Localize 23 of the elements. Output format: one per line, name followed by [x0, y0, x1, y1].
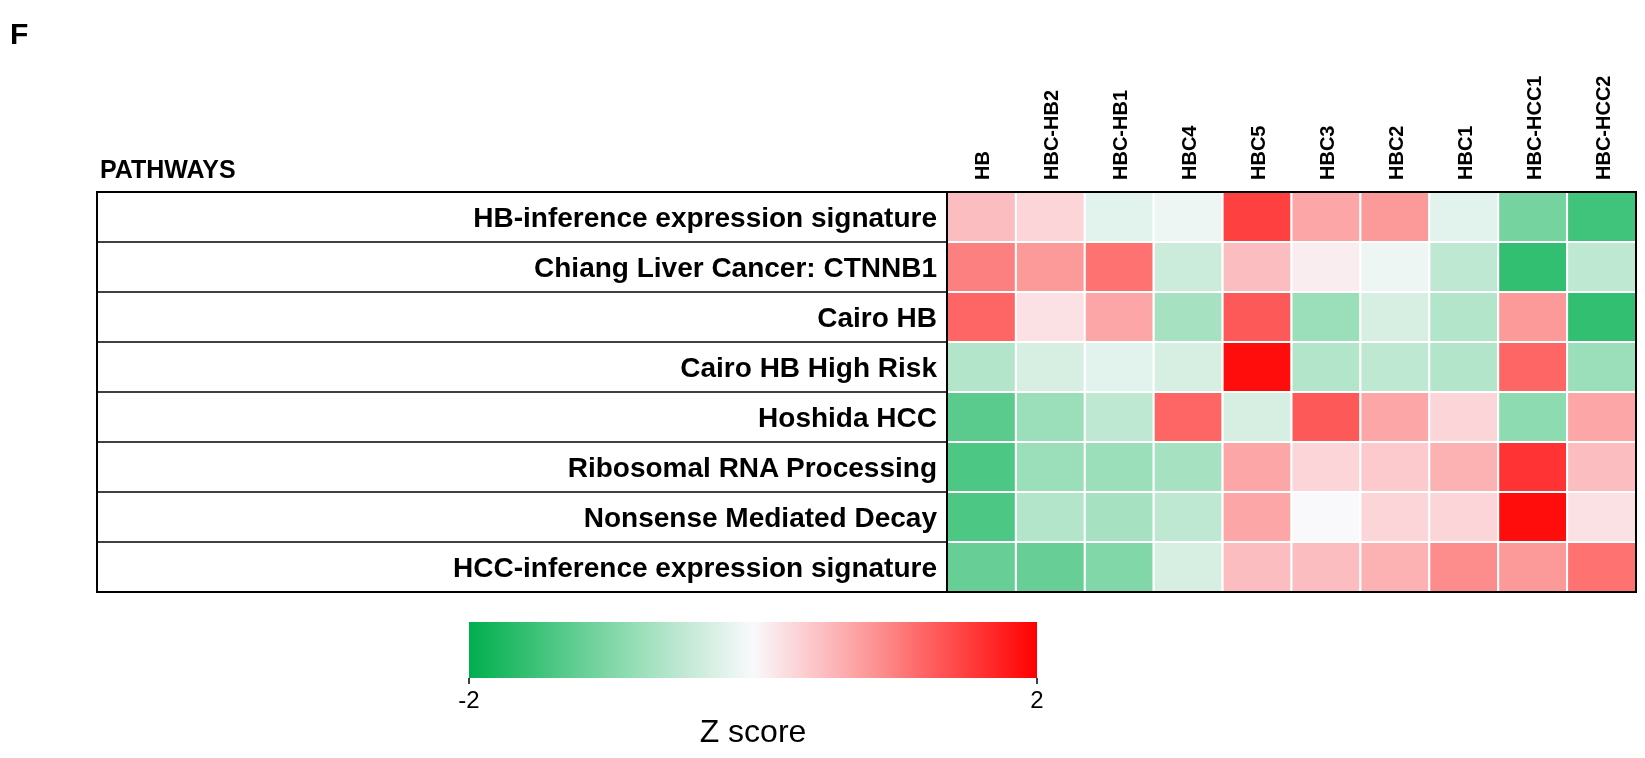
color-bar-label: 2	[1030, 686, 1044, 713]
y-tick-label: Ribosomal RNA Processing	[567, 452, 937, 483]
x-tick-label: HB	[971, 151, 994, 180]
y-tick-label: Cairo HB High Risk	[680, 352, 938, 383]
y-tick-label: HCC-inference expression signature	[453, 552, 937, 583]
color-bar-title: Z score	[699, 713, 807, 749]
x-tick-label: HBC5	[1247, 125, 1270, 180]
x-tick-label: HBC2	[1384, 125, 1407, 180]
color-bar-label: -2	[458, 686, 480, 713]
x-tick-label: HBC1	[1453, 125, 1476, 180]
x-tick-label: HBC-HCC1	[1522, 75, 1545, 180]
y-tick-label: Chiang Liver Cancer: CTNNB1	[534, 252, 937, 283]
y-tick-label: Cairo HB	[817, 302, 937, 333]
x-tick-label: HBC-HB2	[1040, 90, 1063, 180]
text: F	[10, 17, 29, 50]
x-tick-label: HBC3	[1315, 125, 1338, 180]
x-tick-label: HBC-HCC2	[1591, 75, 1614, 180]
x-tick-label: HBC4	[1178, 124, 1201, 180]
y-tick-label: Nonsense Mediated Decay	[583, 502, 938, 533]
text: PATHWAYS	[100, 155, 236, 183]
x-tick-label: HBC-HB1	[1109, 90, 1132, 180]
y-tick-label: HB-inference expression signature	[473, 202, 937, 233]
y-tick-label: Hoshida HCC	[758, 402, 937, 433]
